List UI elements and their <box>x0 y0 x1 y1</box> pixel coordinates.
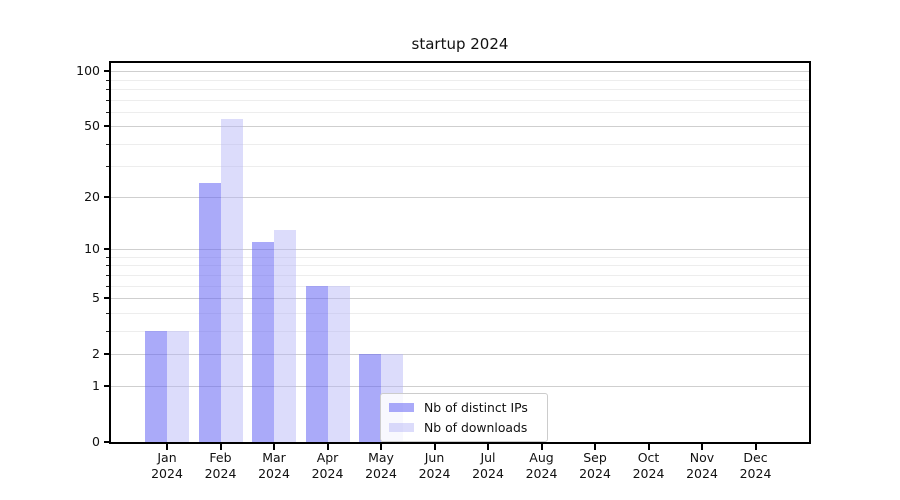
bar-distinct-ips <box>145 330 167 442</box>
y-tick-label: 20 <box>84 189 100 205</box>
y-tick-mark <box>104 441 109 443</box>
x-tick-mark <box>326 444 329 450</box>
y-tick-mark-minor <box>106 330 109 332</box>
x-tick-mark <box>219 444 222 450</box>
x-tick-mark <box>273 444 275 450</box>
gridline-minor <box>111 166 809 168</box>
y-tick-mark <box>104 125 109 128</box>
gridline-minor <box>111 285 809 287</box>
x-tick-mark <box>647 444 650 450</box>
y-tick-mark-minor <box>106 79 109 81</box>
gridline-major <box>111 126 809 128</box>
x-tick-label: Nov 2024 <box>686 450 718 481</box>
gridline-minor <box>111 274 809 276</box>
gridline-major <box>111 71 809 73</box>
bar-downloads <box>167 330 189 442</box>
y-tick-mark-minor <box>106 265 109 267</box>
legend-row-downloads: Nb of downloads <box>389 419 539 436</box>
y-tick-mark-minor <box>106 166 109 168</box>
x-tick-label: Dec 2024 <box>739 450 772 481</box>
gridline-minor <box>111 99 809 101</box>
gridline-minor <box>111 330 809 332</box>
x-tick-mark <box>487 444 489 450</box>
gridline-minor <box>111 88 809 90</box>
bar-downloads <box>327 285 350 442</box>
legend-swatch-downloads <box>389 423 414 432</box>
x-tick-label: Sep 2024 <box>579 450 611 481</box>
legend-row-distinct-ips: Nb of distinct IPs <box>389 399 539 416</box>
gridline-minor <box>111 312 809 314</box>
y-tick-label: 10 <box>84 241 100 257</box>
x-tick-mark <box>380 444 382 450</box>
y-tick-mark-minor <box>106 274 109 276</box>
x-tick-label: Feb 2024 <box>204 450 237 481</box>
gridline-minor <box>111 257 809 258</box>
y-tick-label: 100 <box>76 62 100 78</box>
legend: Nb of distinct IPs Nb of downloads <box>380 393 548 442</box>
x-tick-label: Jun 2024 <box>418 450 451 481</box>
gridline-major <box>111 353 809 355</box>
gridline-major <box>111 197 809 199</box>
x-tick-mark <box>701 444 703 450</box>
gridline-minor <box>111 79 809 81</box>
gridline-minor <box>111 143 809 145</box>
legend-swatch-distinct-ips <box>389 403 414 412</box>
x-tick-label: Jul 2024 <box>472 450 504 481</box>
gridline-major <box>111 249 809 251</box>
bar-distinct-ips <box>359 353 381 442</box>
gridline-minor <box>111 111 809 113</box>
bar-distinct-ips <box>305 285 328 442</box>
bar-downloads <box>220 118 243 442</box>
y-tick-mark-minor <box>106 143 109 145</box>
x-tick-mark <box>166 444 168 450</box>
x-tick-label: Oct 2024 <box>632 450 665 481</box>
x-tick-mark <box>594 444 596 450</box>
y-tick-mark <box>104 196 109 199</box>
x-tick-label: May 2024 <box>365 450 397 481</box>
plot-area <box>109 61 811 444</box>
bar-distinct-ips <box>252 242 274 442</box>
legend-label-downloads: Nb of downloads <box>424 420 528 435</box>
y-tick-label: 5 <box>92 289 100 305</box>
y-tick-mark <box>104 352 109 355</box>
y-tick-mark-minor <box>106 88 109 90</box>
x-tick-label: Mar 2024 <box>258 450 290 481</box>
x-tick-mark <box>754 444 757 450</box>
y-tick-mark-minor <box>106 99 109 101</box>
y-tick-mark-minor <box>106 285 109 287</box>
y-tick-mark <box>104 385 109 388</box>
y-tick-label: 0 <box>92 433 100 449</box>
y-tick-mark <box>104 248 109 251</box>
bar-distinct-ips <box>198 183 221 442</box>
x-tick-label: Aug 2024 <box>525 450 558 481</box>
bar-downloads <box>274 229 296 442</box>
gridline-minor <box>111 265 809 267</box>
x-tick-mark <box>540 444 543 450</box>
y-tick-label: 50 <box>84 117 100 133</box>
x-tick-label: Apr 2024 <box>311 450 344 481</box>
y-tick-mark <box>104 70 109 73</box>
x-tick-mark <box>433 444 436 450</box>
y-tick-mark-minor <box>106 257 109 258</box>
gridline-major <box>111 386 809 388</box>
legend-label-distinct-ips: Nb of distinct IPs <box>424 400 528 415</box>
y-tick-mark-minor <box>106 312 109 314</box>
y-tick-label: 2 <box>92 345 100 361</box>
x-tick-label: Jan 2024 <box>151 450 183 481</box>
y-tick-mark-minor <box>106 111 109 113</box>
y-tick-mark <box>104 297 109 300</box>
gridline-major <box>111 298 809 300</box>
chart-title: startup 2024 <box>411 35 509 53</box>
y-tick-label: 1 <box>92 378 100 394</box>
